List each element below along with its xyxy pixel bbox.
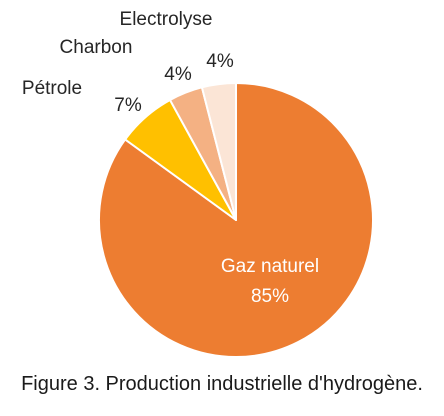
- slice-label-petrole: Pétrole: [22, 78, 82, 99]
- slice-value-petrole: 7%: [114, 95, 142, 116]
- slice-label-charbon: Charbon: [60, 37, 133, 58]
- pie-slice-electrolyse: [200, 82, 237, 221]
- slice-label-gaz-naturel: Gaz naturel: [221, 256, 319, 277]
- figure-caption: Figure 3. Production industrielle d'hydr…: [21, 373, 423, 395]
- slice-value-gaz-naturel: 85%: [251, 286, 289, 307]
- pie-labels: Gaz naturel 85% Pétrole 7% Charbon 4% Electrol…: [22, 9, 319, 307]
- slice-value-electrolyse: 4%: [206, 51, 234, 72]
- slice-label-electrolyse: Electrolyse: [120, 9, 213, 30]
- slice-value-charbon: 4%: [164, 64, 192, 85]
- pie-chart: Gaz naturel 85% Pétrole 7% Charbon 4% Electrol…: [22, 9, 374, 358]
- pie-slices: [97, 82, 374, 358]
